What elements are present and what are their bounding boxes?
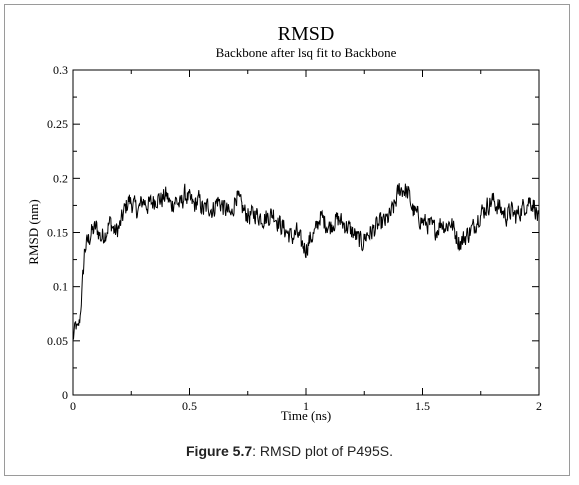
rmsd-series-line <box>73 183 540 340</box>
y-tick-label: 0.05 <box>47 334 68 348</box>
caption-text: : RMSD plot of P495S. <box>252 443 393 459</box>
x-tick-label: 0 <box>70 399 76 413</box>
x-tick-label: 0.5 <box>182 399 197 413</box>
x-tick-label: 1.5 <box>415 399 430 413</box>
x-tick-label: 1 <box>303 399 309 413</box>
figure-label: Figure 5.7 <box>186 443 253 459</box>
chart-subtitle: Backbone after lsq fit to Backbone <box>216 45 397 60</box>
y-tick-label: 0.15 <box>47 226 68 240</box>
y-tick-label: 0 <box>62 388 68 402</box>
y-tick-label: 0.25 <box>47 117 68 131</box>
y-axis: 0 0.05 0.1 0.15 0.2 0.25 0.3 <box>47 63 539 402</box>
y-tick-label: 0.3 <box>53 63 68 77</box>
figure-frame <box>4 4 570 476</box>
x-axis: 0 0.5 1 1.5 2 <box>70 70 542 413</box>
figure-caption: Figure 5.7: RMSD plot of P495S. <box>0 443 579 459</box>
y-tick-label: 0.1 <box>53 280 68 294</box>
x-axis-label: Time (ns) <box>281 408 331 423</box>
chart-title: RMSD <box>278 23 335 45</box>
x-tick-label: 2 <box>536 399 542 413</box>
y-tick-label: 0.2 <box>53 171 68 185</box>
y-axis-label: RMSD (nm) <box>26 199 41 264</box>
rmsd-chart: 0 0.5 1 1.5 2 0 0.05 0.1 0.15 0.2 0.25 0.3 RMSD Ba… <box>26 23 542 423</box>
